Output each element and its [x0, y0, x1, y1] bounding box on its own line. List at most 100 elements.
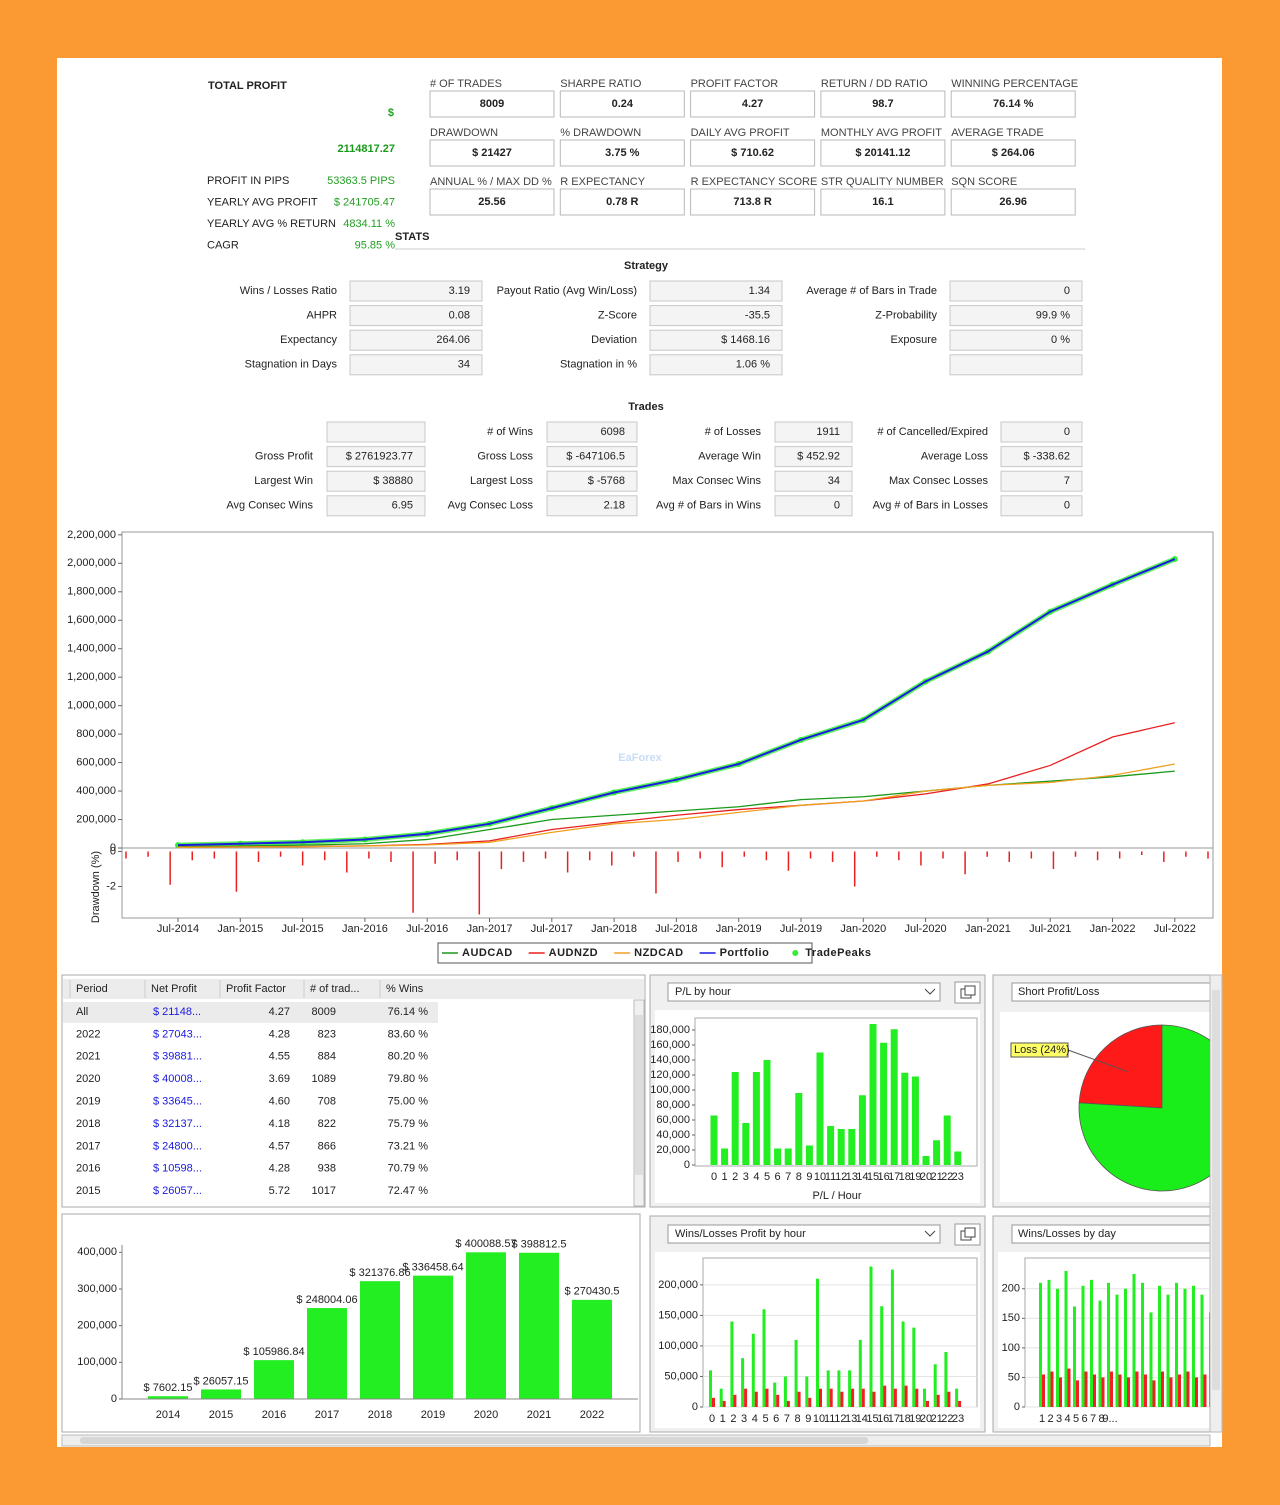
- bar: [795, 1093, 803, 1165]
- field-value: 99.9 %: [1036, 310, 1070, 322]
- value-box: [774, 470, 853, 492]
- icon: [964, 985, 976, 996]
- x-tick-label: Jul-2014: [157, 923, 199, 935]
- stat-box: [950, 139, 1076, 167]
- x-tick-label: Jul-2015: [281, 923, 323, 935]
- stat-value: 8009: [480, 98, 504, 110]
- y-tick-label: 40,000: [656, 1129, 690, 1141]
- table-cell: 866: [318, 1140, 336, 1152]
- dropdown[interactable]: [667, 1224, 941, 1244]
- bar: [915, 1388, 919, 1407]
- stat-value: 713.8 R: [733, 196, 772, 208]
- y-tick-label: 0: [692, 1401, 698, 1413]
- x-tick-label: 10: [814, 1171, 826, 1183]
- x-tick-label: 22: [941, 1413, 953, 1425]
- x-tick-label: 17: [888, 1413, 900, 1425]
- y-tick-label: 20,000: [656, 1144, 690, 1156]
- y-tick-label: 100,000: [650, 1084, 690, 1096]
- bar: [254, 1360, 294, 1399]
- field-label: Largest Win: [254, 475, 313, 487]
- legend-label: AUDNZD: [549, 947, 598, 959]
- y-tick-label: 150,000: [658, 1309, 698, 1321]
- bar: [1124, 1288, 1127, 1407]
- value-box: [349, 305, 483, 327]
- x-tick-label: 0: [709, 1413, 715, 1425]
- field-value: 6098: [601, 426, 625, 438]
- y-tick-label: 400,000: [76, 785, 116, 797]
- bar: [1118, 1374, 1122, 1407]
- summary-label: YEARLY AVG % RETURN: [207, 218, 336, 230]
- dropdown-text[interactable]: P/L by hour: [675, 986, 731, 998]
- bar: [848, 1370, 852, 1407]
- legend-label: AUDCAD: [462, 947, 513, 959]
- x-tick-label: 4: [752, 1413, 758, 1425]
- x-tick-label: 0: [711, 1171, 717, 1183]
- field-label: Avg Consec Wins: [226, 500, 313, 512]
- table-cell: 2021: [76, 1051, 100, 1063]
- stat-label: % DRAWDOWN: [560, 127, 641, 139]
- x-tick-label: 22: [941, 1171, 953, 1183]
- y-tick-label: 1,600,000: [67, 614, 116, 626]
- drawdown-axis-label: Drawdown (%): [90, 851, 102, 923]
- scroll-thumb[interactable]: [1212, 990, 1220, 1390]
- bar: [944, 1352, 948, 1407]
- table-cell: 2020: [76, 1073, 100, 1085]
- table-cell: 4.18: [269, 1118, 290, 1130]
- value-box: [546, 421, 638, 443]
- bar: [890, 1269, 894, 1407]
- stat-box: [429, 90, 555, 118]
- x-tick-label: 23: [952, 1413, 964, 1425]
- x-tick-label: 23: [952, 1171, 964, 1183]
- bar: [947, 1391, 951, 1407]
- stat-label: MONTHLY AVG PROFIT: [821, 127, 942, 139]
- bar: [848, 1129, 856, 1165]
- x-tick-label: 2: [732, 1171, 738, 1183]
- bar: [901, 1321, 905, 1407]
- stat-value: $ 264.06: [992, 147, 1035, 159]
- stat-label: PROFIT FACTOR: [691, 78, 779, 90]
- stat-value: 0.24: [612, 98, 634, 110]
- bar: [1076, 1380, 1079, 1407]
- table-cell: 80.20 %: [388, 1051, 429, 1063]
- summary-value: $ 241705.47: [334, 196, 395, 208]
- bar: [933, 1140, 941, 1165]
- stat-box: [820, 188, 946, 216]
- x-tick-label: 18: [899, 1171, 911, 1183]
- bar: [719, 1388, 723, 1407]
- bar: [861, 1388, 865, 1407]
- y-tick-label: 200,000: [76, 813, 116, 825]
- x-tick-label: 14: [856, 1413, 868, 1425]
- x-tick-label: Jan-2021: [965, 923, 1011, 935]
- value-box: [649, 305, 783, 327]
- value-box: [1000, 446, 1083, 468]
- x-tick-label: 7: [784, 1413, 790, 1425]
- x-tick-label: 3: [1056, 1413, 1062, 1425]
- x-tick-label: Jul-2019: [780, 923, 822, 935]
- bar: [763, 1060, 771, 1165]
- stat-value: 98.7: [872, 98, 893, 110]
- dropdown-text[interactable]: Wins/Losses Profit by hour: [675, 1228, 806, 1240]
- bar: [1059, 1377, 1062, 1407]
- bar: [816, 1278, 819, 1407]
- stat-box: [690, 90, 816, 118]
- field-label: Max Consec Losses: [889, 475, 989, 487]
- bar: [872, 1391, 876, 1407]
- field-label: Exposure: [891, 334, 937, 346]
- field-label: AHPR: [306, 310, 337, 322]
- scroll-thumb[interactable]: [80, 1437, 868, 1444]
- field-value: 34: [458, 359, 470, 371]
- scroll-thumb[interactable]: [635, 1015, 643, 1175]
- y-tick-label: 100,000: [77, 1356, 117, 1368]
- stat-box: [950, 90, 1076, 118]
- y-tick-label: 400,000: [77, 1246, 117, 1258]
- bar: [752, 1072, 760, 1165]
- y-tick-label: 200,000: [658, 1279, 698, 1291]
- y-tick-label: 600,000: [76, 757, 116, 769]
- bar: [1107, 1282, 1110, 1407]
- series-line: [177, 763, 1175, 848]
- value-box: [326, 421, 426, 443]
- bar: [710, 1115, 718, 1165]
- x-tick-label: Jan-2017: [467, 923, 513, 935]
- bar: [858, 1095, 866, 1165]
- dropdown[interactable]: [667, 982, 941, 1002]
